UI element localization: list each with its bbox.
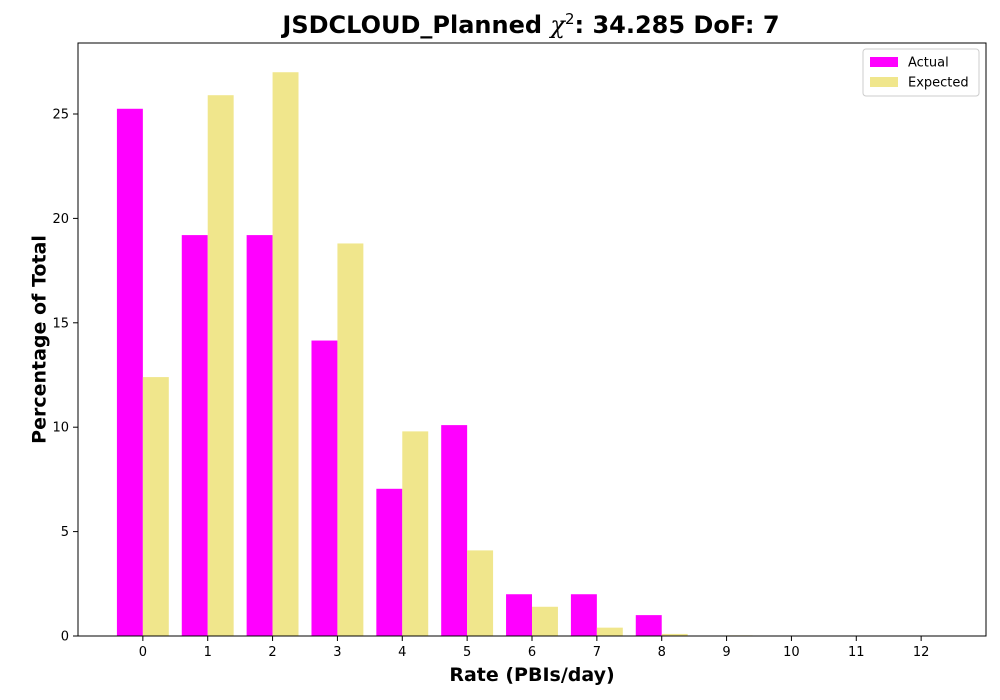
y-tick-label: 5	[61, 525, 69, 540]
bar-actual-2	[246, 235, 273, 637]
legend-swatch-actual	[870, 57, 898, 67]
y-tick-label: 0	[61, 630, 69, 645]
y-tick-label: 10	[52, 421, 69, 436]
x-axis-label: Rate (PBIs/day)	[449, 664, 614, 686]
x-tick-label: 1	[204, 645, 212, 660]
bar-actual-8	[635, 615, 662, 636]
y-tick-label: 20	[52, 212, 69, 227]
x-ticks-group: 0 1 2 3 4 5 6 7 8 9 10 11 12	[139, 636, 930, 660]
bar-actual-3	[311, 340, 338, 636]
x-tick-label: 9	[722, 645, 730, 660]
plot-area-frame	[77, 42, 987, 637]
bar-expected-6	[532, 606, 558, 636]
x-tick-label: 4	[398, 645, 406, 660]
legend-label-actual: Actual	[908, 56, 949, 71]
bar-actual-0	[116, 108, 143, 636]
bar-expected-8	[661, 633, 688, 636]
x-tick-label: 5	[463, 645, 471, 660]
x-tick-label: 2	[268, 645, 276, 660]
bar-expected-1	[207, 95, 234, 637]
y-axis-label: Percentage of Total	[29, 235, 51, 444]
y-tick-label: 15	[52, 316, 69, 331]
y-ticks-group: 0 5 10 15 20 25	[52, 107, 78, 645]
y-tick-label: 25	[52, 107, 69, 122]
x-tick-label: 0	[139, 645, 147, 660]
chart-title-chi: χ	[548, 11, 566, 39]
chart-title-prefix: JSDCLOUD_Planned	[280, 11, 550, 39]
bar-expected-0	[142, 377, 169, 636]
bar-actual-4	[376, 488, 403, 636]
legend-label-expected: Expected	[908, 76, 969, 91]
bars-group	[116, 72, 753, 637]
bar-actual-1	[181, 235, 208, 637]
bar-expected-2	[272, 72, 299, 636]
x-tick-label: 11	[848, 645, 865, 660]
bar-expected-7	[596, 627, 623, 636]
x-tick-label: 7	[593, 645, 601, 660]
x-tick-label: 12	[913, 645, 930, 660]
x-tick-label: 8	[658, 645, 666, 660]
x-tick-label: 10	[783, 645, 800, 660]
chart-title: JSDCLOUD_Planned χ2: 34.285 DoF: 7	[280, 10, 779, 39]
bar-expected-5	[467, 550, 494, 636]
bar-expected-3	[337, 243, 364, 637]
chart-title-superscript: 2	[565, 10, 575, 28]
bar-actual-6	[506, 594, 532, 636]
x-tick-label: 6	[528, 645, 536, 660]
bar-actual-7	[570, 594, 597, 636]
bar-expected-4	[402, 431, 429, 636]
x-tick-label: 3	[333, 645, 341, 660]
chart-title-suffix: : 34.285 DoF: 7	[575, 11, 780, 39]
bar-actual-5	[441, 425, 468, 636]
legend: Actual Expected	[862, 48, 980, 97]
legend-swatch-expected	[870, 77, 898, 87]
